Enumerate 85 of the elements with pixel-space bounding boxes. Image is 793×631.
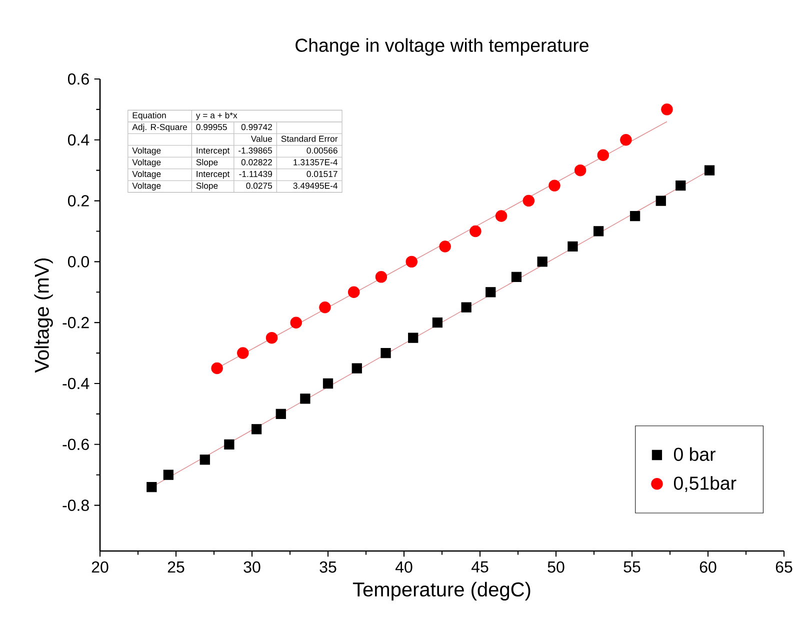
y-tick-label: 0.0 (68, 256, 89, 268)
x-tick-label: 60 (700, 561, 716, 573)
point (548, 180, 560, 192)
point (470, 225, 482, 238)
y-tick-label: -0.8 (62, 500, 89, 511)
x-tick-label: 50 (548, 561, 564, 573)
annotation: Adj. R-Square (132, 124, 187, 132)
point (439, 240, 451, 252)
point (146, 482, 157, 492)
point (574, 164, 586, 176)
y-axis-title: Voltage (mV) (34, 258, 53, 373)
point (406, 256, 418, 268)
annotation: Voltage (132, 182, 161, 190)
y-tick-label: -0.6 (62, 438, 89, 450)
point (211, 362, 223, 374)
point (322, 378, 334, 389)
annotation: 3.49495E-4 (293, 182, 338, 189)
point (620, 134, 632, 146)
annotation: 0.99955 (196, 124, 227, 130)
x-axis-title: Temperature (degC) (352, 582, 530, 600)
point (656, 196, 666, 206)
point (290, 316, 302, 328)
point (348, 286, 360, 298)
x-tick-label: 65 (776, 561, 792, 573)
point (630, 210, 640, 222)
point (495, 210, 508, 222)
legend-label: 0,51bar (674, 476, 736, 492)
point (661, 104, 673, 116)
point (537, 256, 548, 267)
x-tick-label: 20 (92, 561, 108, 573)
point (266, 332, 278, 344)
point (224, 439, 234, 450)
point (380, 348, 391, 358)
x-tick-label: 35 (320, 561, 336, 573)
point (486, 287, 496, 298)
point (511, 272, 522, 282)
annotation: Voltage (132, 170, 161, 179)
x-tick-label: 45 (471, 561, 488, 573)
point (237, 347, 249, 359)
annotation: Value (250, 135, 272, 142)
annotation: Voltage (132, 158, 161, 168)
point (597, 149, 609, 161)
y-tick-label: 0.6 (68, 73, 89, 85)
annotation: Slope (196, 158, 218, 168)
point (461, 302, 472, 312)
y-tick-label: 0.4 (68, 134, 90, 146)
point (319, 301, 331, 314)
point (676, 180, 686, 191)
point (593, 226, 604, 236)
point (408, 332, 418, 343)
y-tick-label: 0.2 (68, 195, 89, 206)
point (568, 241, 578, 252)
point (276, 408, 286, 420)
annotation: Voltage (132, 147, 161, 156)
annotation: Slope (196, 182, 218, 190)
chart-title: Change in voltage with temperature (296, 38, 588, 56)
point (522, 194, 535, 207)
point (432, 318, 443, 328)
point (375, 271, 388, 283)
annotation: -1.39865 (238, 147, 272, 154)
annotation: 0.00566 (306, 147, 338, 154)
x-tick-label: 25 (168, 561, 184, 573)
y-tick-label: -0.2 (62, 316, 89, 328)
point (200, 454, 210, 465)
annotation: 0.0275 (246, 182, 272, 189)
x-tick-label: 55 (624, 561, 640, 573)
annotation: y = a + b*x (196, 112, 238, 120)
point (300, 394, 310, 404)
annotation: -1.11439 (239, 170, 272, 178)
annotation: 0.01517 (306, 170, 338, 178)
annotation: Equation (132, 112, 166, 120)
x-tick-label: 40 (395, 561, 412, 573)
point (251, 424, 262, 434)
legend-label: 0 bar (674, 447, 716, 461)
annotation: Standard Error (281, 135, 338, 142)
annotation: Intercept (196, 171, 230, 179)
x-tick-label: 30 (244, 561, 260, 573)
annotation: 0.02822 (241, 159, 272, 166)
point (163, 470, 174, 480)
annotation: 0.99742 (241, 124, 272, 130)
point (352, 363, 362, 374)
point (704, 165, 715, 176)
annotation: 1.31357E-4 (294, 159, 338, 166)
annotation: Intercept (196, 148, 230, 156)
y-tick-label: -0.4 (62, 378, 90, 390)
